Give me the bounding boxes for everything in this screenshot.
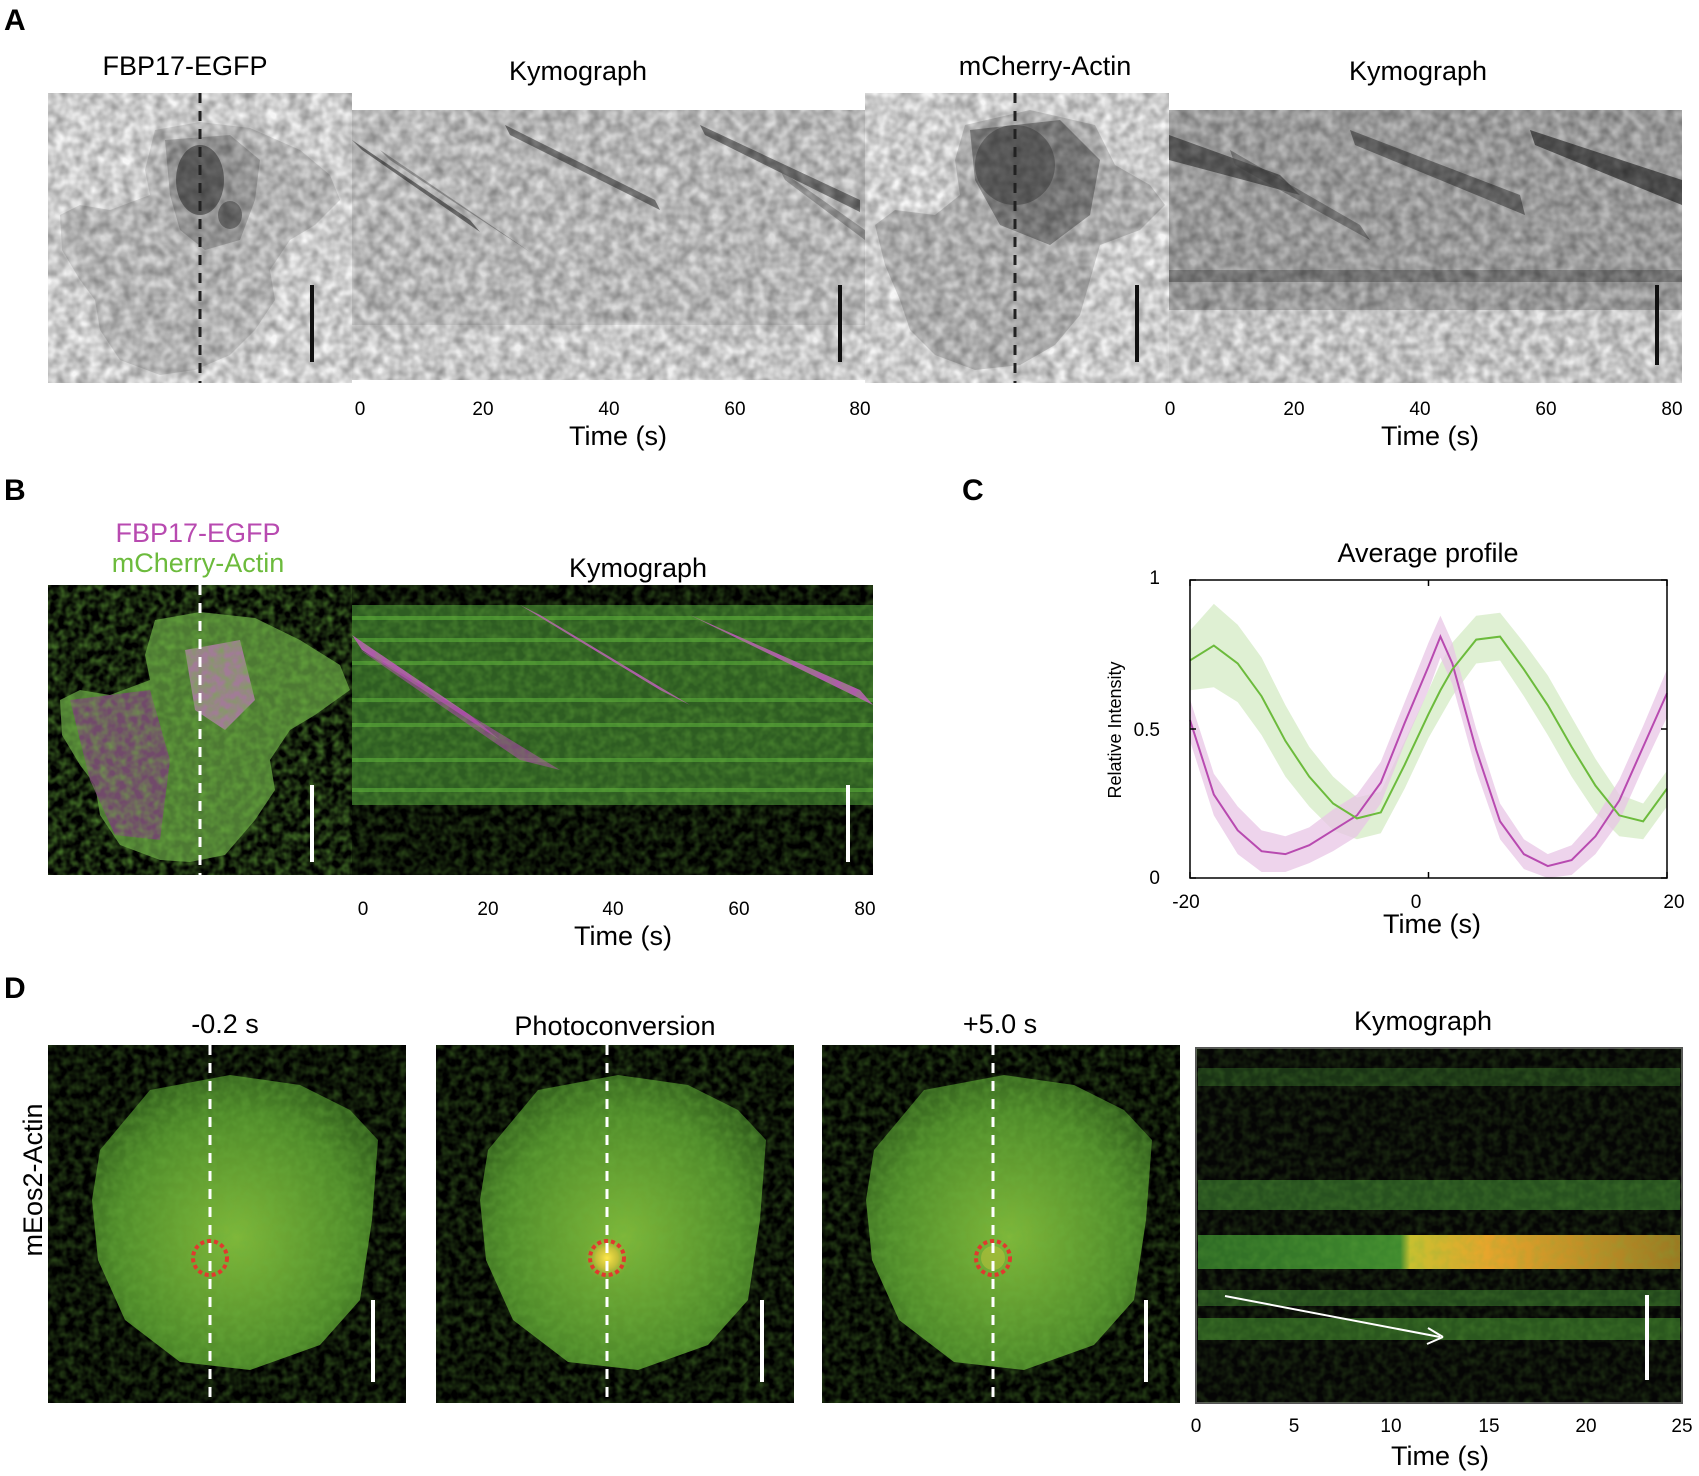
panel-b-merge-cell-image: [48, 585, 352, 875]
panel-d-kymograph: [1195, 1047, 1683, 1404]
panel-d-frame1-title: -0.2 s: [191, 1009, 259, 1039]
panel-a-axis2-tick: 40: [1409, 399, 1430, 420]
panel-a-axis2-tick: 0: [1165, 399, 1176, 420]
panel-b-letter: B: [4, 474, 26, 507]
panel-b-legend-fbp17: FBP17-EGFP: [115, 518, 280, 548]
chart-line-fbp17: [1189, 634, 1668, 868]
chart-band-fbp17: [1190, 615, 1667, 878]
panel-d-kymo-title: Kymograph: [1354, 1006, 1492, 1036]
panel-d-frame3-image: [822, 1045, 1180, 1403]
panel-d-row-label: mEos2-Actin: [18, 1103, 48, 1256]
panel-a-fbp17-cell-image: [48, 93, 352, 383]
panel-d-frame1-image: [48, 1045, 406, 1403]
panel-b-axis-label: Time (s): [574, 921, 672, 951]
panel-b: B FBP17-EGFP mCherry-Actin Kymograph: [4, 474, 876, 951]
panel-a-kymo2-title: Kymograph: [1349, 56, 1487, 86]
panel-a-axis1-tick: 0: [355, 399, 366, 420]
panel-a-axis1-label: Time (s): [569, 421, 667, 451]
panel-d: D mEos2-Actin -0.2 s Photoconversion +5.…: [4, 972, 1693, 1471]
panel-b-tick: 20: [477, 899, 498, 920]
panel-b-merge-kymograph: [352, 585, 873, 875]
panel-b-tick: 40: [602, 899, 623, 920]
panel-b-legend-actin: mCherry-Actin: [112, 548, 285, 578]
panel-b-tick: 60: [728, 899, 749, 920]
panel-d-tick: 0: [1191, 1416, 1202, 1437]
panel-a-kymo1-title: Kymograph: [509, 56, 647, 86]
chart-ytick: 0.5: [1134, 720, 1160, 741]
panel-a-axis2-tick: 20: [1283, 399, 1304, 420]
panel-b-time-axis: 0 20 40 60 80 Time (s): [358, 899, 876, 951]
panel-d-frame2-title: Photoconversion: [514, 1011, 715, 1041]
chart-plot-area: [1189, 579, 1668, 879]
panel-d-frame3-title: +5.0 s: [963, 1009, 1037, 1039]
panel-a: A FBP17-EGFP Kymograph mCherry-Actin Kym…: [4, 4, 1683, 451]
chart-xtick: 0: [1411, 892, 1422, 913]
chart-line-actin: [1189, 635, 1668, 823]
panel-a-time-axis-2: 0 20 40 60 80 Time (s): [1165, 399, 1683, 451]
panel-a-letter: A: [4, 4, 26, 37]
panel-d-time-axis: 0 5 10 15 20 25 Time (s): [1191, 1416, 1693, 1471]
panel-d-letter: D: [4, 972, 26, 1005]
panel-a-kymograph-1: [352, 110, 865, 380]
chart-xtick: -20: [1172, 892, 1199, 913]
panel-a-kymograph-2: [1169, 110, 1682, 383]
panel-d-frame2-image: [436, 1045, 794, 1403]
panel-d-tick: 5: [1289, 1416, 1300, 1437]
panel-a-axis1-tick: 40: [598, 399, 619, 420]
panel-c: C Average profile 1 0.5 0 -20 0 20 Time …: [962, 474, 1685, 939]
chart-ytick: 1: [1149, 568, 1160, 589]
panel-a-axis2-tick: 60: [1535, 399, 1556, 420]
chart-xtick: 20: [1663, 892, 1684, 913]
panel-d-tick: 10: [1380, 1416, 1401, 1437]
chart-title: Average profile: [1337, 538, 1518, 568]
panel-b-tick: 0: [358, 899, 369, 920]
panel-a-axis1-tick: 60: [724, 399, 745, 420]
chart-ylabel: Relative Intensity: [1105, 661, 1125, 798]
panel-b-kymo-title: Kymograph: [569, 553, 707, 583]
panel-a-right-image-title: mCherry-Actin: [959, 51, 1132, 81]
panel-d-tick: 25: [1671, 1416, 1692, 1437]
panel-b-tick: 80: [854, 899, 875, 920]
chart-xlabel: Time (s): [1383, 909, 1481, 939]
panel-a-left-image-title: FBP17-EGFP: [102, 51, 267, 81]
panel-a-actin-cell-image: [865, 93, 1169, 383]
panel-a-axis1-tick: 20: [472, 399, 493, 420]
panel-d-tick: 20: [1575, 1416, 1596, 1437]
panel-c-letter: C: [962, 474, 984, 507]
panel-a-axis1-tick: 80: [849, 399, 870, 420]
panel-a-time-axis-1: 0 20 40 60 80 Time (s): [355, 399, 871, 451]
panel-a-axis2-tick: 80: [1661, 399, 1682, 420]
chart-band-actin: [1190, 603, 1667, 840]
panel-d-tick: 15: [1478, 1416, 1499, 1437]
panel-d-axis-label: Time (s): [1391, 1441, 1489, 1471]
panel-a-axis2-label: Time (s): [1381, 421, 1479, 451]
chart-ytick: 0: [1149, 868, 1160, 889]
